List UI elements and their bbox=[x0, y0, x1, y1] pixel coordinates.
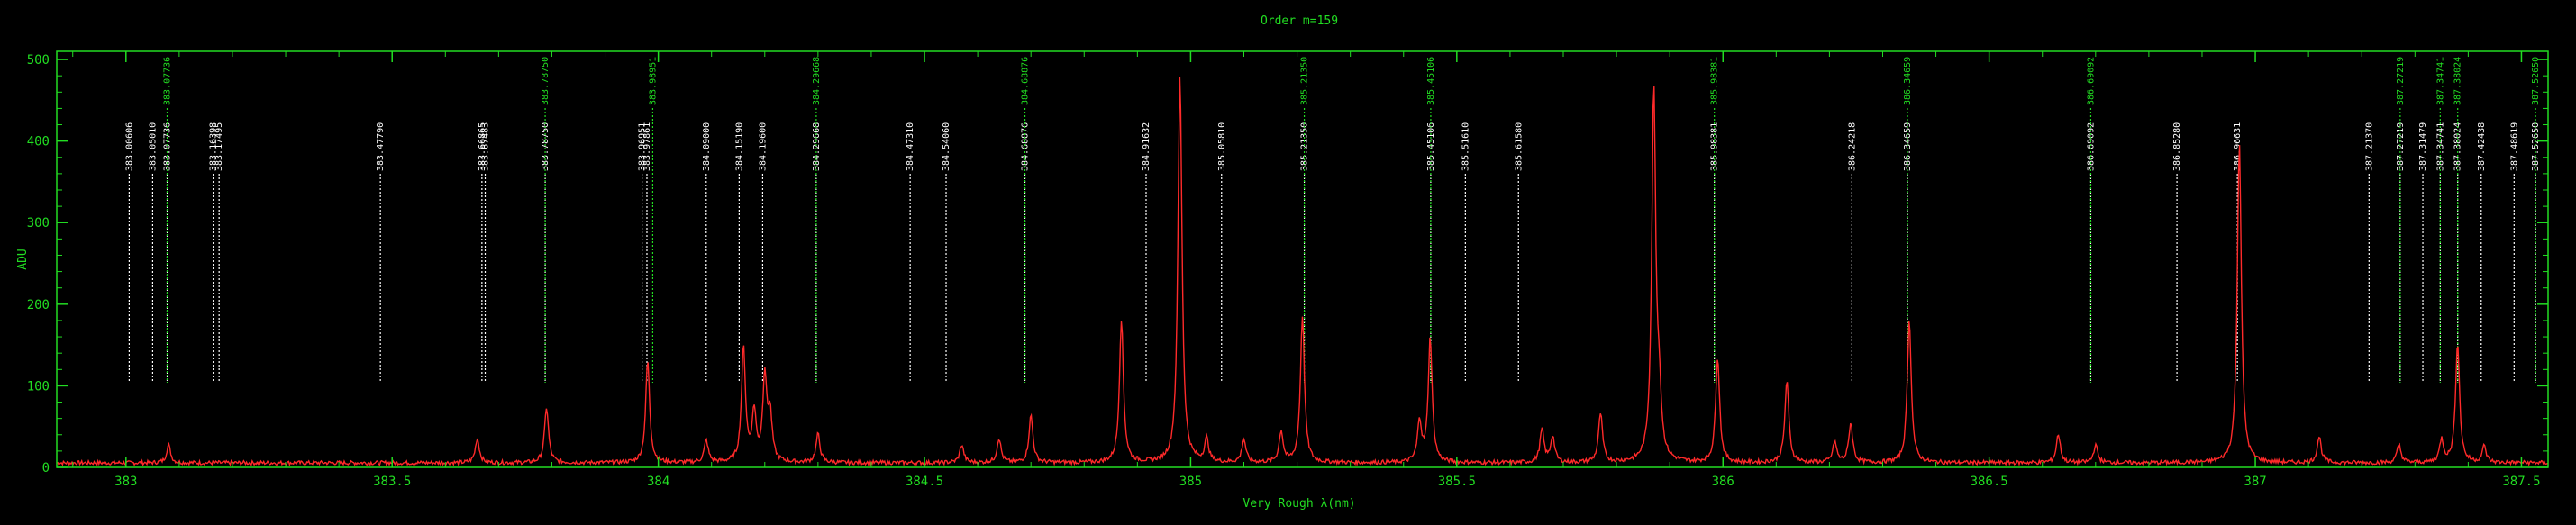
x-tick-label: 384.5 bbox=[906, 475, 943, 489]
reference-line-label-10: 383.78750 bbox=[541, 57, 551, 105]
y-tick-label: 0 bbox=[42, 461, 50, 475]
reference-line-label-0: 383.00606 bbox=[124, 122, 134, 171]
x-tick-label: 387.5 bbox=[2502, 475, 2540, 489]
reference-line-label-30: 385.61580 bbox=[1514, 122, 1524, 171]
reference-line-label-7: 383.66865 bbox=[478, 122, 487, 171]
reference-line-label-47: 387.38024 bbox=[2453, 57, 2463, 105]
reference-line-label-41: 387.27219 bbox=[2396, 122, 2406, 171]
reference-line-label-42: 387.27219 bbox=[2396, 57, 2406, 105]
plot-frame bbox=[56, 50, 2549, 468]
reference-line-label-46: 387.38024 bbox=[2453, 122, 2463, 171]
reference-line-label-6: 383.47790 bbox=[376, 122, 386, 171]
reference-line-label-29: 385.51610 bbox=[1461, 122, 1470, 171]
x-tick-label: 386 bbox=[1712, 475, 1734, 489]
reference-line-label-28: 385.45106 bbox=[1426, 57, 1436, 105]
reference-line-label-43: 387.31479 bbox=[2418, 122, 2428, 171]
y-tick-label: 300 bbox=[27, 216, 50, 231]
reference-line-label-35: 386.34659 bbox=[1903, 57, 1913, 105]
reference-line-label-17: 384.29668 bbox=[812, 122, 822, 171]
reference-line-label-3: 383.07736 bbox=[163, 57, 173, 105]
reference-line-label-50: 387.52650 bbox=[2531, 122, 2541, 171]
reference-line-label-20: 384.54060 bbox=[942, 122, 951, 171]
reference-line-label-39: 386.96631 bbox=[2233, 122, 2243, 171]
reference-line-label-33: 386.24218 bbox=[1847, 122, 1857, 171]
reference-line-label-16: 384.19600 bbox=[758, 122, 768, 171]
reference-line-label-27: 385.45106 bbox=[1426, 122, 1436, 171]
reference-line-label-1: 383.05010 bbox=[148, 122, 158, 171]
reference-line-label-40: 387.21370 bbox=[2364, 122, 2374, 171]
reference-line-label-36: 386.69092 bbox=[2086, 122, 2096, 171]
y-tick-label: 200 bbox=[27, 298, 50, 312]
reference-line-label-8: 383.67483 bbox=[481, 122, 491, 171]
reference-line-label-38: 386.85280 bbox=[2172, 122, 2182, 171]
y-axis-label: ADU bbox=[16, 249, 30, 269]
reference-line-label-2: 383.07736 bbox=[163, 122, 173, 171]
reference-line-label-34: 386.34659 bbox=[1903, 122, 1913, 171]
x-tick-label: 383 bbox=[114, 475, 137, 489]
reference-line-label-32: 385.98381 bbox=[1710, 57, 1720, 105]
reference-line-label-49: 387.48619 bbox=[2509, 122, 2519, 171]
x-tick-label: 387 bbox=[2244, 475, 2266, 489]
x-tick-label: 386.5 bbox=[1971, 475, 2008, 489]
reference-line-label-26: 385.21350 bbox=[1300, 57, 1310, 105]
reference-line-label-23: 384.91632 bbox=[1142, 122, 1151, 171]
reference-line-label-51: 387.52650 bbox=[2531, 57, 2541, 105]
chart-title: Order m=159 bbox=[1261, 14, 1338, 28]
reference-line-label-44: 387.34741 bbox=[2435, 122, 2445, 171]
reference-line-label-48: 387.42438 bbox=[2477, 122, 2487, 171]
reference-line-label-22: 384.68876 bbox=[1021, 57, 1031, 105]
reference-line-label-21: 384.68876 bbox=[1021, 122, 1031, 171]
y-tick-label: 500 bbox=[27, 53, 50, 68]
y-tick-label: 400 bbox=[27, 135, 50, 149]
reference-line-label-31: 385.98381 bbox=[1710, 122, 1720, 171]
x-tick-label: 385 bbox=[1179, 475, 1202, 489]
x-tick-label: 383.5 bbox=[373, 475, 411, 489]
y-tick-label: 100 bbox=[27, 379, 50, 394]
reference-line-label-37: 386.69092 bbox=[2086, 57, 2096, 105]
reference-line-label-13: 383.98951 bbox=[648, 57, 658, 105]
reference-line-label-9: 383.78750 bbox=[541, 122, 551, 171]
reference-lines: 383.00606 383.05010 383.07736 383.07736 383.… bbox=[124, 57, 2541, 383]
reference-line-label-24: 385.05810 bbox=[1217, 122, 1227, 171]
reference-line-label-5: 383.17495 bbox=[214, 122, 224, 171]
reference-line-label-25: 385.21350 bbox=[1300, 122, 1310, 171]
plot-axes: 383 383.5 384 384.5 385 385.5 386 386.5 387 387.5… bbox=[27, 50, 2549, 489]
reference-line-label-19: 384.47310 bbox=[906, 122, 915, 171]
spectrum-line bbox=[56, 77, 2549, 467]
reference-line-label-12: 383.97861 bbox=[642, 122, 652, 171]
spectrum-series bbox=[56, 77, 2549, 467]
x-axis-label: Very Rough λ(nm) bbox=[1242, 497, 1355, 511]
reference-line-label-4: 383.16398 bbox=[209, 122, 219, 171]
reference-line-label-45: 387.34741 bbox=[2435, 57, 2445, 105]
reference-line-label-15: 384.15190 bbox=[734, 122, 744, 171]
reference-line-label-18: 384.29668 bbox=[812, 57, 822, 105]
x-tick-label: 385.5 bbox=[1438, 475, 1476, 489]
x-tick-label: 384 bbox=[647, 475, 669, 489]
reference-line-label-11: 383.96951 bbox=[638, 122, 648, 171]
reference-line-label-14: 384.09000 bbox=[702, 122, 712, 171]
